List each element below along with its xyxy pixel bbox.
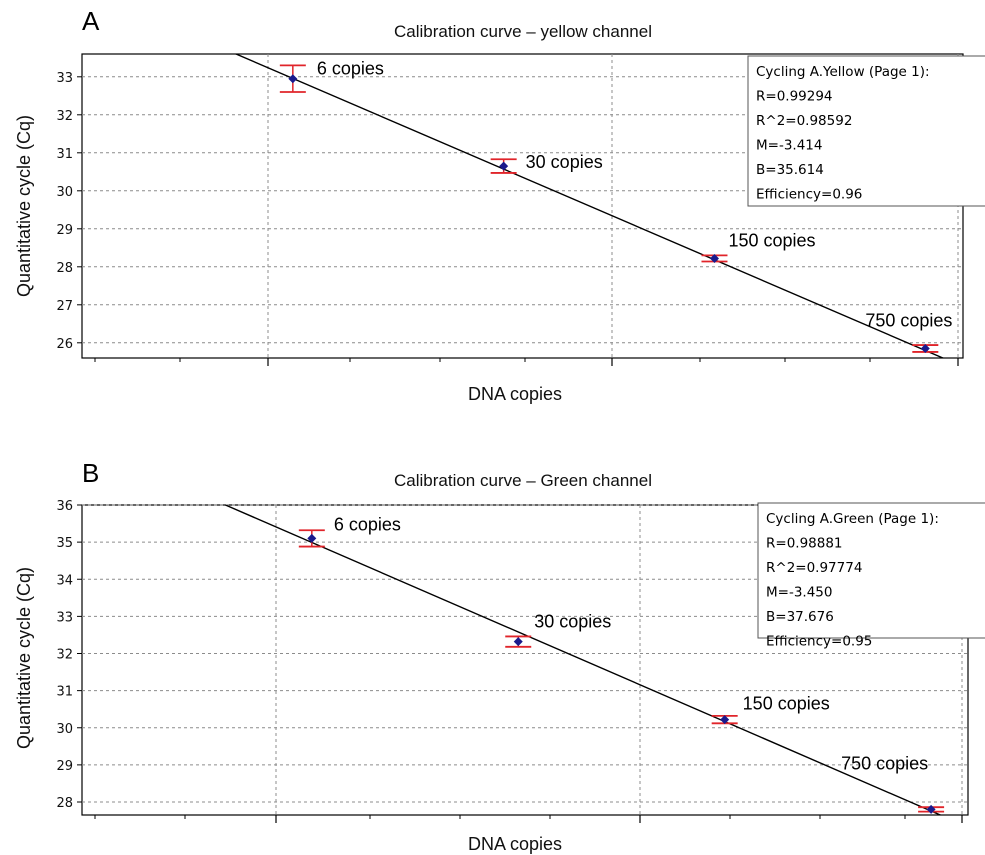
stats-header: Cycling A.Green (Page 1): xyxy=(766,511,939,527)
y-tick-label: 28 xyxy=(56,796,73,811)
point-label: 6 copies xyxy=(317,59,384,79)
y-tick-label: 31 xyxy=(56,147,73,162)
stats-line: M=-3.450 xyxy=(766,585,832,601)
data-point xyxy=(307,533,317,543)
data-point xyxy=(920,344,930,353)
point-label: 750 copies xyxy=(865,311,952,331)
stats-box: Cycling A.Green (Page 1): R=0.98881 R^2=0.… xyxy=(757,502,985,650)
panel-letter: A xyxy=(82,6,100,36)
chart-panel-a: A Calibration curve – yellow channel 26 27 2… xyxy=(14,6,985,404)
fit-line xyxy=(234,54,945,358)
y-tick-label: 32 xyxy=(56,109,73,124)
y-tick-label: 27 xyxy=(56,299,73,314)
data-point xyxy=(288,74,298,84)
stats-line: R=0.99294 xyxy=(756,89,833,105)
chart-panel-b: B Calibration curve – Green channel 28 29 30… xyxy=(14,458,985,854)
stats-line: R^2=0.97774 xyxy=(766,560,862,576)
y-tick-label: 30 xyxy=(56,722,73,737)
stats-line: M=-3.414 xyxy=(756,138,822,154)
y-tick-label: 36 xyxy=(56,499,73,514)
y-tick-label: 32 xyxy=(56,648,73,663)
stats-header: Cycling A.Yellow (Page 1): xyxy=(756,64,930,80)
point-label: 30 copies xyxy=(534,612,611,632)
stats-line: R^2=0.98592 xyxy=(756,113,852,129)
y-tick-label: 35 xyxy=(56,536,73,551)
stats-line: B=37.676 xyxy=(766,609,834,625)
y-axis-label: Quantitative cycle (Cq) xyxy=(14,115,34,297)
stats-box: Cycling A.Yellow (Page 1): R=0.99294 R^2=0… xyxy=(747,55,985,207)
point-label: 150 copies xyxy=(743,694,830,714)
x-axis-label: DNA copies xyxy=(468,384,562,404)
y-tick-label: 29 xyxy=(56,223,73,238)
y-tick-label: 30 xyxy=(56,185,73,200)
chart-title: Calibration curve – Green channel xyxy=(394,471,652,490)
y-tick-label: 33 xyxy=(56,71,73,86)
y-tick-label: 29 xyxy=(56,759,73,774)
stats-box-frame xyxy=(747,55,985,207)
data-point xyxy=(709,253,719,263)
stats-line: R=0.98881 xyxy=(766,536,843,552)
x-axis-label: DNA copies xyxy=(468,834,562,854)
y-tick-label: 34 xyxy=(56,573,73,588)
stats-box-frame xyxy=(757,502,985,639)
point-label: 150 copies xyxy=(728,230,815,250)
panel-letter: B xyxy=(82,458,99,488)
y-axis-label: Quantitative cycle (Cq) xyxy=(14,567,34,749)
data-point xyxy=(926,804,936,814)
y-tick-label: 31 xyxy=(56,685,73,700)
y-tick-label: 26 xyxy=(56,337,73,352)
stats-line: Efficiency=0.95 xyxy=(766,634,872,650)
stats-line: B=35.614 xyxy=(756,162,824,178)
point-label: 6 copies xyxy=(334,514,401,534)
data-point xyxy=(513,637,523,647)
fit-line xyxy=(223,505,943,815)
y-tick-label: 28 xyxy=(56,261,73,276)
chart-title: Calibration curve – yellow channel xyxy=(394,22,652,41)
data-point xyxy=(720,715,730,725)
point-label: 750 copies xyxy=(841,753,928,773)
point-label: 30 copies xyxy=(526,152,603,172)
data-point xyxy=(499,161,509,171)
stats-line: Efficiency=0.96 xyxy=(756,187,862,203)
y-tick-label: 33 xyxy=(56,610,73,625)
